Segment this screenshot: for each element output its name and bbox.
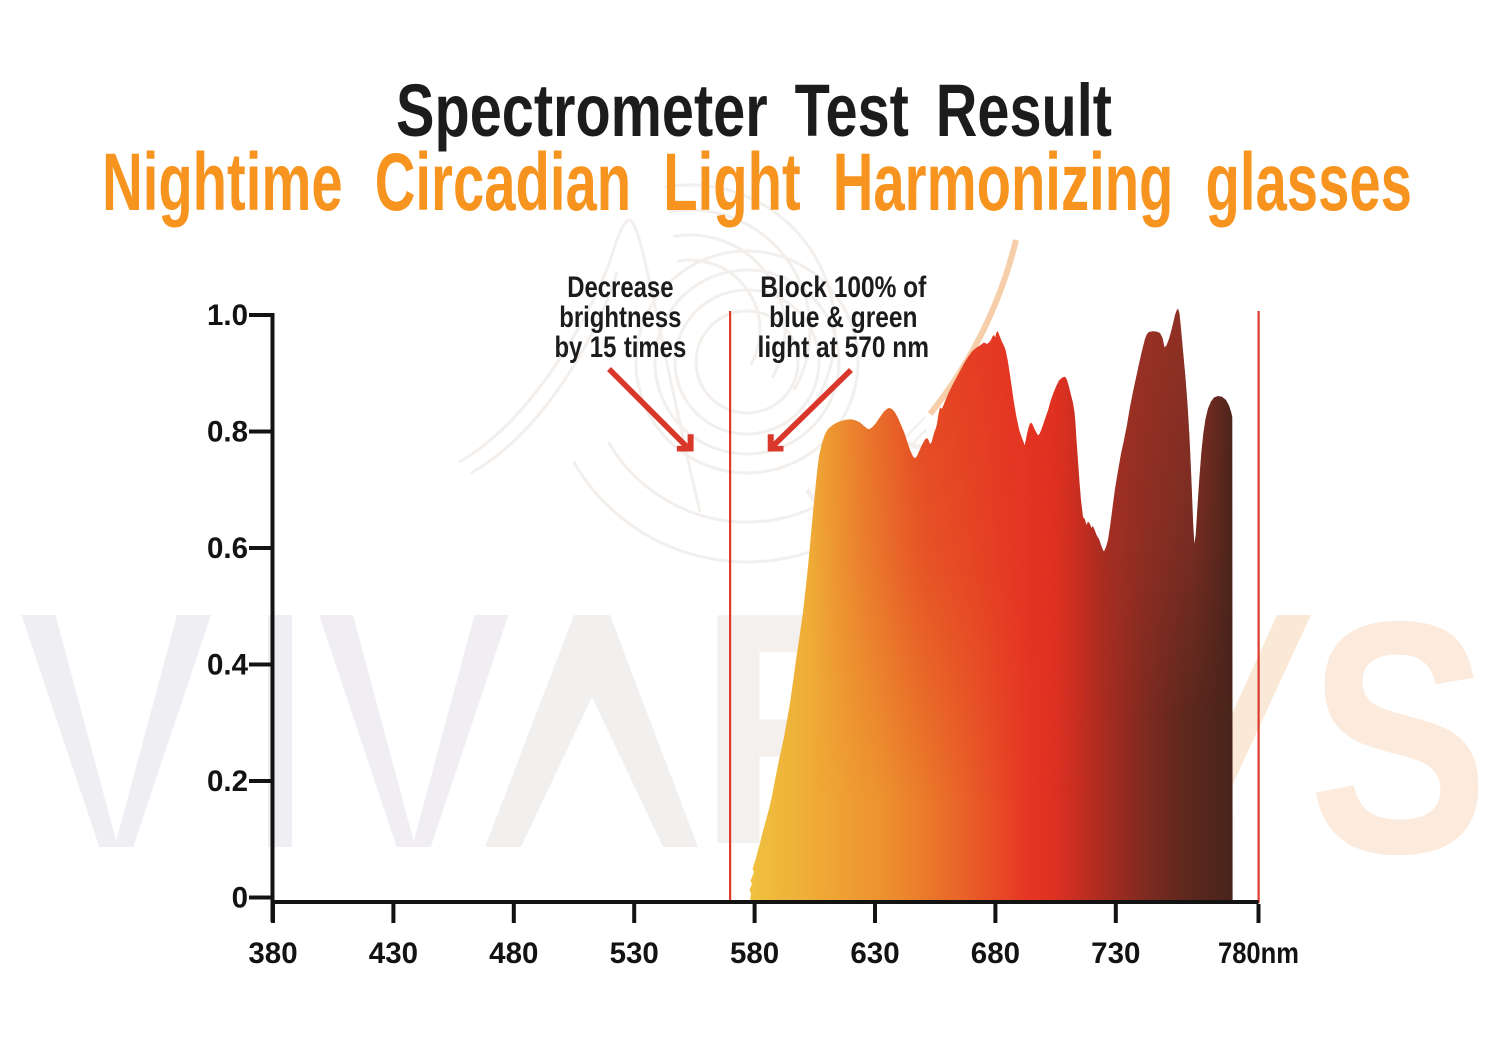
svg-text:0: 0 [232,882,248,915]
svg-text:S: S [1308,553,1489,923]
svg-text:430: 430 [369,937,418,970]
svg-text:380: 380 [248,937,297,970]
svg-text:0.4: 0.4 [207,649,249,682]
svg-text:530: 530 [610,937,659,970]
svg-text:580: 580 [730,937,779,970]
svg-text:680: 680 [971,937,1020,970]
svg-text:630: 630 [850,937,899,970]
svg-text:730: 730 [1091,937,1140,970]
svg-text:780nm: 780nm [1218,937,1299,970]
svg-text:480: 480 [489,937,538,970]
svg-text:1.0: 1.0 [207,299,248,332]
svg-text:0.6: 0.6 [207,532,248,565]
svg-text:0.2: 0.2 [207,765,248,798]
svg-text:0.8: 0.8 [207,416,248,449]
